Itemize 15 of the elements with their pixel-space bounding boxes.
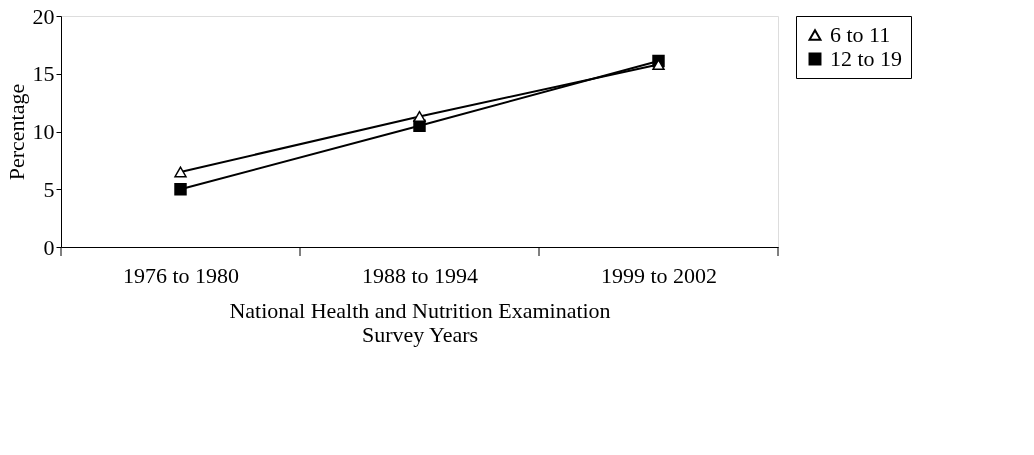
x-tick-label: 1988 to 1994 [361,262,479,288]
y-axis-title: Percentage [3,83,29,181]
y-tick-label: 20 [32,3,55,29]
legend-label: 6 to 11 [830,22,891,47]
y-tick-label: 15 [32,61,55,87]
point [413,110,426,122]
point [174,183,187,196]
x-tick-label: 1976 to 1980 [122,262,240,288]
y-tick-label: 0 [43,234,55,260]
y-tick-label: 10 [32,119,55,144]
legend-label: 12 to 19 [830,46,903,71]
x-axis-title: National Health and Nutrition Examination Survey Years [229,297,611,347]
point [174,166,187,178]
y-tick-label: 5 [43,176,55,202]
x-tick-label: 1999 to 2002 [600,262,718,288]
